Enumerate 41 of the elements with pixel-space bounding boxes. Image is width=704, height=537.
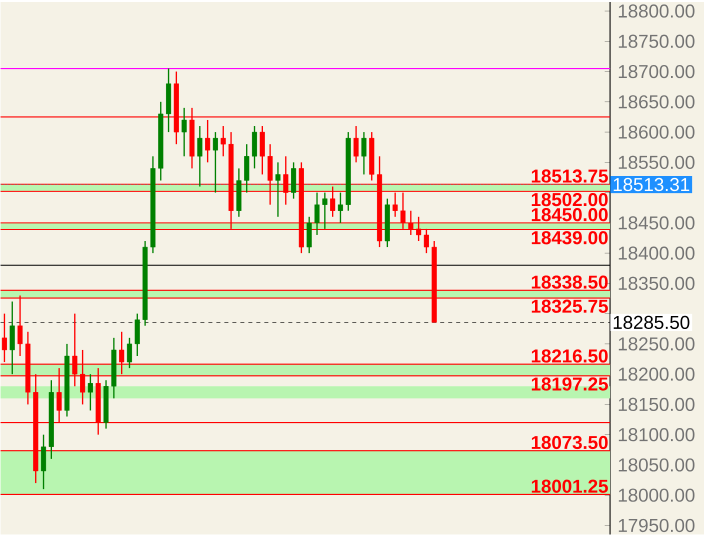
y-tick-label: 18700.00 <box>618 65 694 78</box>
y-tick-label: 18600.00 <box>618 126 694 139</box>
ref-line-label: 18513.31 <box>614 178 690 192</box>
y-tick-label: 18550.00 <box>618 156 694 170</box>
y-tick-label: 18250.00 <box>618 338 694 351</box>
ref-line-label: 18001.25 <box>532 480 608 494</box>
candlestick <box>182 107 187 158</box>
ref-line-label: 18197.25 <box>532 378 608 391</box>
candlestick <box>322 192 328 230</box>
y-tick-label: 18750.00 <box>618 34 694 48</box>
ref-line-label: 18338.50 <box>532 276 608 289</box>
candlestick <box>361 132 366 176</box>
y-tick-label: 18800.00 <box>618 4 694 18</box>
candlestick <box>314 192 320 236</box>
y-tick-label: 17950.00 <box>618 519 694 532</box>
candlestick <box>126 337 132 370</box>
ref-line-label: 18285.50 <box>614 316 690 330</box>
ref-line-label: 18450.00 <box>532 208 608 222</box>
ref-line-label: 18502.00 <box>532 193 608 206</box>
ref-line-label: 18073.50 <box>532 436 608 450</box>
y-tick-label: 18650.00 <box>618 95 694 109</box>
y-tick-label: 18350.00 <box>618 277 694 290</box>
y-tick-label: 18100.00 <box>618 428 694 442</box>
ref-line-label: 18325.75 <box>532 300 608 314</box>
y-tick-label: 18000.00 <box>618 488 694 502</box>
candlestick <box>205 120 210 164</box>
candlestick <box>220 126 226 158</box>
y-tick-label: 18400.00 <box>618 246 694 260</box>
ref-line-label: 18513.75 <box>532 170 608 183</box>
ref-line-label: 18439.00 <box>532 231 608 245</box>
candlestick <box>197 126 202 188</box>
y-tick-label: 18200.00 <box>618 368 694 382</box>
candlestick <box>88 374 93 412</box>
candlestick <box>354 126 359 164</box>
candlestick <box>338 192 344 224</box>
y-tick-label: 18150.00 <box>618 398 694 412</box>
candlestick <box>212 132 218 194</box>
candlestick <box>275 162 280 218</box>
ref-line-label: 18216.50 <box>532 350 608 363</box>
y-tick-label: 18450.00 <box>618 216 694 230</box>
y-tick-label: 18050.00 <box>618 458 694 472</box>
